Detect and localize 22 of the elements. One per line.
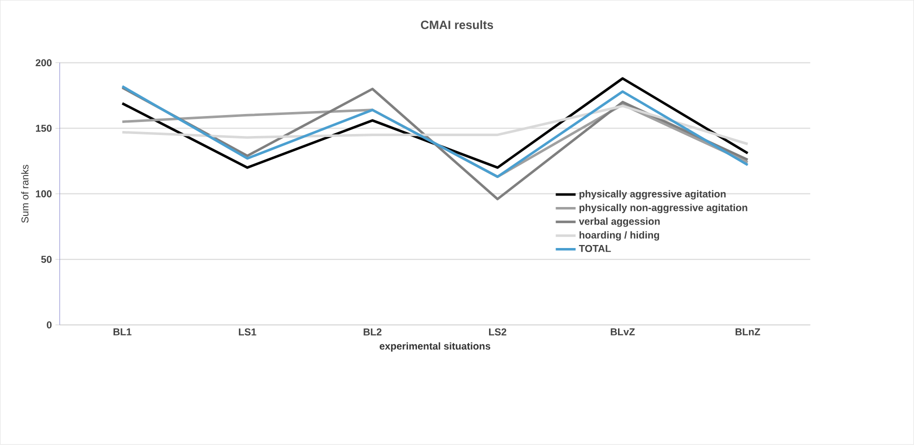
x-tick-label: BL2: [364, 328, 382, 336]
x-tick-label: BL1: [114, 328, 132, 336]
x-tick-label: BLnZ: [736, 328, 760, 336]
legend-label: TOTAL: [578, 245, 611, 252]
legend-label: hoarding / hiding: [580, 231, 660, 241]
y-tick-label: 0: [46, 322, 52, 329]
line-series: [121, 104, 749, 146]
y-tick-label: 150: [36, 124, 52, 132]
x-tick-label: LS2: [489, 328, 506, 336]
line-series: [121, 77, 749, 169]
x-tick-label: BLvZ: [610, 328, 635, 336]
legend-label: physically aggressive agitation: [580, 190, 726, 200]
legend-label: physically non-aggressive agitation: [580, 204, 748, 214]
x-tick-label: LS1: [238, 328, 256, 336]
line-series: [121, 85, 749, 178]
chart-title: CMAI results: [420, 20, 494, 30]
x-axis-title: experimental situations: [380, 342, 490, 352]
y-tick-label: 50: [41, 256, 52, 264]
y-tick-label: 200: [36, 59, 52, 66]
y-axis-title: Sum of ranks: [21, 164, 28, 223]
y-tick-label: 100: [36, 190, 52, 198]
legend-label: verbal aggession: [578, 218, 660, 228]
